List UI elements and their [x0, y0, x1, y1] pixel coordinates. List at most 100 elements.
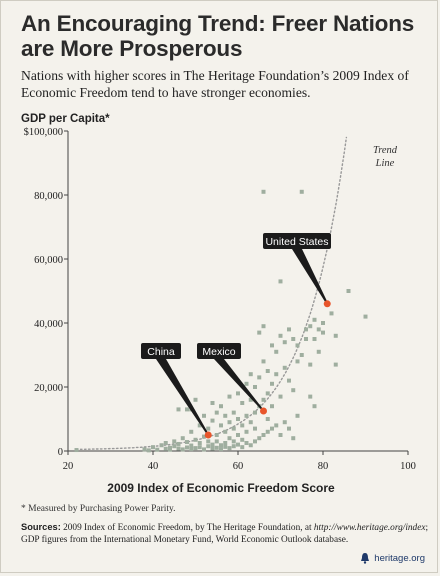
data-point — [291, 337, 296, 341]
callout-box — [197, 343, 241, 359]
data-point — [312, 404, 317, 409]
data-point — [265, 391, 270, 396]
data-point — [210, 446, 215, 451]
data-point — [316, 327, 321, 332]
y-axis-label: GDP per Capita* — [21, 113, 110, 125]
data-point — [248, 420, 253, 425]
data-point — [248, 372, 253, 377]
data-point — [240, 401, 245, 405]
callout-box — [141, 343, 181, 359]
trend-line-label: Trend — [373, 145, 398, 156]
data-point — [257, 375, 262, 380]
x-tick-label: 40 — [148, 461, 159, 472]
brand-logo[interactable]: heritage.org — [359, 552, 425, 564]
data-point — [282, 365, 287, 370]
data-point — [363, 314, 368, 319]
data-point — [287, 426, 291, 431]
data-point — [261, 397, 266, 402]
sources-url[interactable]: http://www.heritage.org/index — [313, 523, 426, 533]
data-point — [248, 443, 253, 448]
data-point — [257, 436, 262, 441]
data-point — [321, 330, 325, 335]
highlighted-point — [323, 300, 331, 308]
data-point — [287, 378, 291, 383]
data-point — [193, 446, 198, 451]
subtitle: Nations with higher scores in The Herita… — [21, 68, 409, 100]
data-point — [308, 394, 313, 399]
data-point — [219, 423, 223, 428]
data-point — [270, 404, 274, 409]
data-point — [231, 444, 236, 449]
trend-line-label: Line — [375, 158, 395, 169]
data-point — [240, 423, 245, 428]
data-point — [206, 444, 211, 449]
y-tick-label: 40,000 — [34, 319, 63, 330]
data-point — [278, 394, 283, 399]
data-point — [346, 289, 351, 293]
data-point — [261, 433, 266, 437]
data-point — [193, 437, 198, 442]
data-point — [274, 372, 279, 377]
data-point — [321, 321, 325, 325]
liberty-bell-icon — [361, 553, 370, 564]
title-line-1: An Encouraging Trend: Freer Nations — [21, 11, 415, 36]
data-point — [197, 423, 202, 428]
data-point — [265, 429, 270, 434]
data-point — [270, 343, 274, 348]
data-point — [291, 388, 296, 393]
data-point — [189, 443, 194, 448]
callout-pointer — [292, 249, 329, 304]
data-point — [197, 445, 202, 450]
highlighted-point — [204, 431, 212, 439]
data-point — [291, 436, 296, 441]
data-point — [176, 446, 181, 451]
data-point — [274, 349, 279, 354]
data-point — [257, 330, 262, 335]
data-point — [180, 447, 185, 452]
data-point — [270, 426, 274, 431]
data-point — [278, 433, 283, 437]
data-point — [253, 410, 257, 415]
page-title: An Encouraging Trend: Freer Nations are … — [21, 11, 431, 61]
data-point — [312, 337, 317, 341]
data-point — [236, 442, 240, 447]
data-point — [227, 446, 232, 451]
data-point — [244, 429, 249, 434]
highlighted-point — [260, 407, 267, 415]
data-point — [248, 397, 253, 402]
sources-text-1: 2009 Index of Economic Freedom, by The H… — [60, 523, 314, 533]
data-point — [299, 353, 304, 357]
data-point — [261, 359, 266, 364]
data-point — [197, 441, 202, 445]
data-point — [240, 445, 245, 450]
data-point — [155, 447, 160, 452]
data-point — [244, 441, 249, 445]
sources-text-2: ; GDP figures from the International Mon… — [21, 523, 429, 545]
data-point — [185, 407, 189, 412]
data-point — [189, 447, 194, 452]
data-point — [278, 279, 283, 284]
data-point — [146, 448, 151, 453]
data-point — [312, 317, 317, 322]
callout-label: Mexico — [202, 346, 235, 358]
data-point — [308, 324, 313, 329]
y-tick-label: $100,000 — [24, 127, 63, 138]
data-point — [206, 426, 211, 431]
data-point — [223, 429, 228, 434]
data-point — [202, 447, 206, 452]
data-point — [176, 441, 181, 446]
data-point — [236, 433, 240, 437]
brand-text: heritage.org — [374, 552, 425, 564]
data-point — [219, 443, 223, 448]
data-point — [253, 439, 257, 444]
sources-note: Sources: 2009 Index of Economic Freedom,… — [21, 521, 431, 546]
data-point — [172, 439, 177, 444]
data-point — [295, 359, 300, 364]
data-point — [74, 448, 79, 453]
data-point — [282, 340, 287, 345]
data-point — [219, 447, 223, 452]
callout-pointer — [156, 359, 210, 435]
callout-box — [263, 233, 331, 249]
data-point — [299, 189, 304, 194]
data-point — [163, 446, 168, 451]
